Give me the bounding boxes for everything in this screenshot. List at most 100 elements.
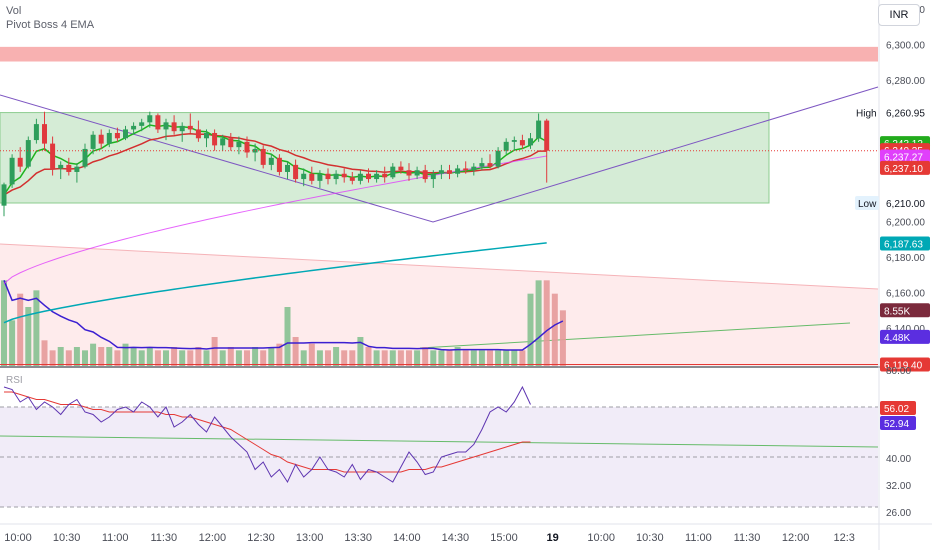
price-tick-label: 6,180.00 xyxy=(886,253,925,264)
time-tick-label: 14:30 xyxy=(442,532,470,544)
volume-bar xyxy=(333,347,340,366)
volume-bar xyxy=(227,347,234,366)
candle xyxy=(179,125,185,132)
volume-bar xyxy=(543,280,550,366)
price-badge xyxy=(880,236,930,251)
volume-bar xyxy=(49,350,56,366)
price-tick-label: 6,280.00 xyxy=(886,76,925,87)
volume-bar xyxy=(17,293,24,366)
volume-bar xyxy=(187,350,194,366)
low-value: 6,210.00 xyxy=(886,199,925,210)
candle xyxy=(293,164,299,180)
volume-bar xyxy=(163,350,169,366)
ema-teal xyxy=(3,242,547,324)
volume-bar xyxy=(511,350,518,366)
pink-zone xyxy=(0,244,878,366)
volume-bar xyxy=(9,320,16,366)
volume-bar xyxy=(106,347,113,366)
volume-bar xyxy=(1,280,7,366)
volume-bar xyxy=(454,347,461,366)
candle xyxy=(82,148,88,167)
candle xyxy=(455,168,461,174)
candle xyxy=(447,170,452,174)
volume-bar xyxy=(341,350,348,366)
candle xyxy=(171,122,177,132)
volume-bar xyxy=(292,337,299,366)
price-badge xyxy=(880,329,930,344)
candle xyxy=(325,173,331,180)
candle xyxy=(398,166,404,171)
time-tick-label: 10:30 xyxy=(53,532,81,544)
volume-bar xyxy=(154,350,161,366)
candle xyxy=(25,140,31,167)
volume-bar xyxy=(219,350,226,366)
rsi-label: RSI xyxy=(6,375,23,386)
volume-bar xyxy=(244,350,250,366)
volume-bar xyxy=(462,350,469,366)
candle xyxy=(382,173,388,178)
volume-bar xyxy=(82,350,88,366)
volume-bar xyxy=(98,347,105,366)
rsi-line xyxy=(3,385,531,484)
pink-zone-border xyxy=(0,243,879,290)
candle xyxy=(479,163,485,167)
candle xyxy=(42,124,47,144)
time-tick-label: 10:30 xyxy=(636,532,664,544)
candle xyxy=(349,177,355,181)
volume-bar xyxy=(430,350,437,366)
volume-bar xyxy=(446,350,453,366)
rsi-band xyxy=(0,407,878,507)
volume-bar xyxy=(90,343,97,366)
volume-bar xyxy=(551,293,558,366)
price-badge-label: 4.48K xyxy=(884,333,910,344)
volume-bar xyxy=(235,350,242,366)
time-tick-label: 12:00 xyxy=(782,532,810,544)
candle xyxy=(50,143,56,169)
volume-bar xyxy=(487,350,493,366)
volume-bar xyxy=(381,350,388,366)
candle xyxy=(406,170,412,176)
currency-button[interactable]: INR xyxy=(878,4,920,26)
candle xyxy=(366,173,371,180)
volume-bar xyxy=(503,350,510,366)
candle xyxy=(317,173,323,181)
rsi-tick-label: 32.00 xyxy=(886,481,911,492)
low-label-bg xyxy=(855,196,879,211)
volume-bar xyxy=(357,337,364,366)
candle xyxy=(204,132,209,139)
candle xyxy=(90,134,96,149)
candle xyxy=(309,173,315,181)
candle xyxy=(341,173,347,178)
volume-ma-line xyxy=(3,280,564,351)
volume-bar xyxy=(438,350,445,366)
candle xyxy=(212,132,218,146)
candle xyxy=(187,125,193,130)
volume-bar xyxy=(203,350,210,366)
candle xyxy=(98,134,104,144)
volume-bar xyxy=(478,350,485,366)
price-tick-label: 6,200.00 xyxy=(886,218,925,229)
volume-bar xyxy=(559,310,566,366)
volume-bar xyxy=(195,347,202,366)
price-tick-label: 6,300.00 xyxy=(886,40,925,51)
volume-bar xyxy=(260,350,267,366)
volume-bar xyxy=(527,293,534,366)
legend-volume[interactable]: Vol xyxy=(6,5,22,17)
volume-bar xyxy=(316,350,323,366)
volume-bar xyxy=(138,350,145,366)
volume-bar xyxy=(130,347,137,366)
rsi-badge-label: 56.02 xyxy=(884,404,909,415)
candle xyxy=(519,140,525,146)
volume-bar xyxy=(470,350,477,366)
rsi-ma-line xyxy=(4,391,531,473)
low-label: Low xyxy=(858,199,877,210)
legend-ema[interactable]: Pivot Boss 4 EMA xyxy=(6,19,95,31)
range-box xyxy=(0,112,770,204)
volume-bar xyxy=(300,350,307,366)
volume-bar xyxy=(114,350,121,366)
volume-bar xyxy=(308,343,315,366)
candle xyxy=(195,129,201,139)
rsi-tick-label: 26.00 xyxy=(886,508,911,519)
